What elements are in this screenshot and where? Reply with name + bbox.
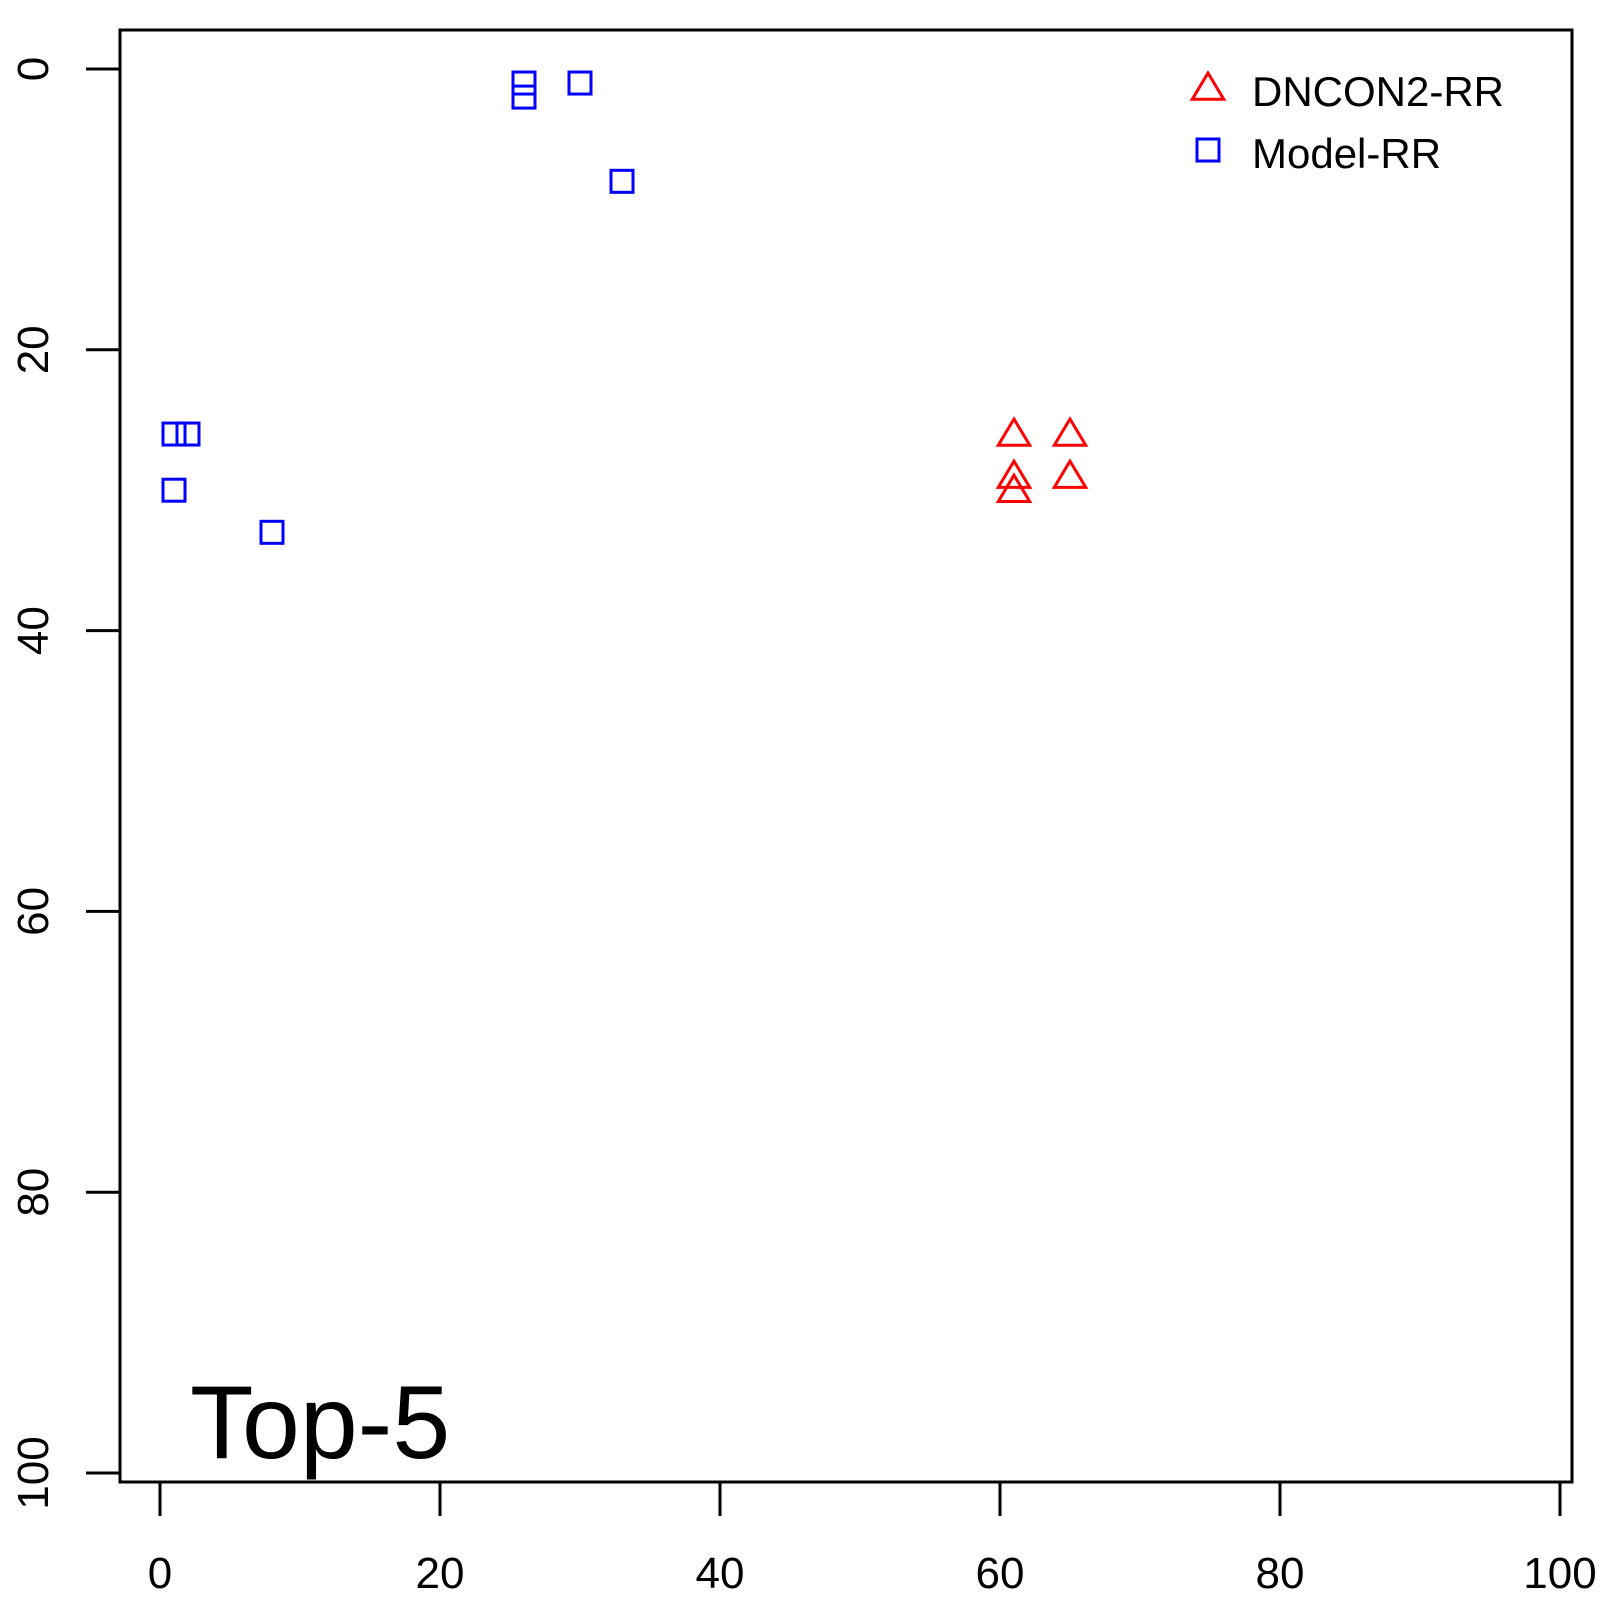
data-point-triangle xyxy=(995,416,1033,447)
data-point-square xyxy=(161,421,187,447)
data-point-triangle xyxy=(1051,458,1089,489)
x-tick-label: 40 xyxy=(696,1549,745,1598)
data-point-square xyxy=(161,477,187,503)
x-tick-label: 0 xyxy=(148,1549,172,1598)
legend-marker-square xyxy=(1195,137,1221,163)
x-tick-label: 20 xyxy=(416,1549,465,1598)
y-axis: 0 20 40 60 80 100 xyxy=(9,57,122,1510)
data-points xyxy=(161,70,1089,545)
legend-marker-triangle xyxy=(1189,70,1227,101)
data-point-triangle xyxy=(995,458,1033,489)
y-tick-label: 80 xyxy=(9,1168,58,1217)
y-tick-label: 60 xyxy=(9,887,58,936)
legend-label: DNCON2-RR xyxy=(1252,68,1504,115)
data-point-triangle xyxy=(995,472,1033,503)
data-point-square xyxy=(609,168,635,194)
data-point-square xyxy=(511,84,537,110)
x-tick-label: 80 xyxy=(1256,1549,1305,1598)
legend: DNCON2-RR Model-RR xyxy=(1189,68,1504,177)
panel-label: Top-5 xyxy=(190,1365,450,1481)
legend-label: Model-RR xyxy=(1252,130,1441,177)
data-point-square xyxy=(175,421,201,447)
y-tick-label: 20 xyxy=(9,325,58,374)
x-tick-label: 100 xyxy=(1523,1549,1596,1598)
y-tick-label: 40 xyxy=(9,606,58,655)
y-tick-label: 100 xyxy=(9,1436,58,1509)
x-axis: 0 20 40 60 80 100 xyxy=(148,1480,1597,1598)
data-point-triangle xyxy=(1051,416,1089,447)
x-tick-label: 60 xyxy=(976,1549,1025,1598)
plot-frame xyxy=(118,28,1574,1484)
y-tick-label: 0 xyxy=(9,57,58,81)
data-point-square xyxy=(511,70,537,96)
data-point-square xyxy=(259,519,285,545)
data-point-square xyxy=(567,70,593,96)
